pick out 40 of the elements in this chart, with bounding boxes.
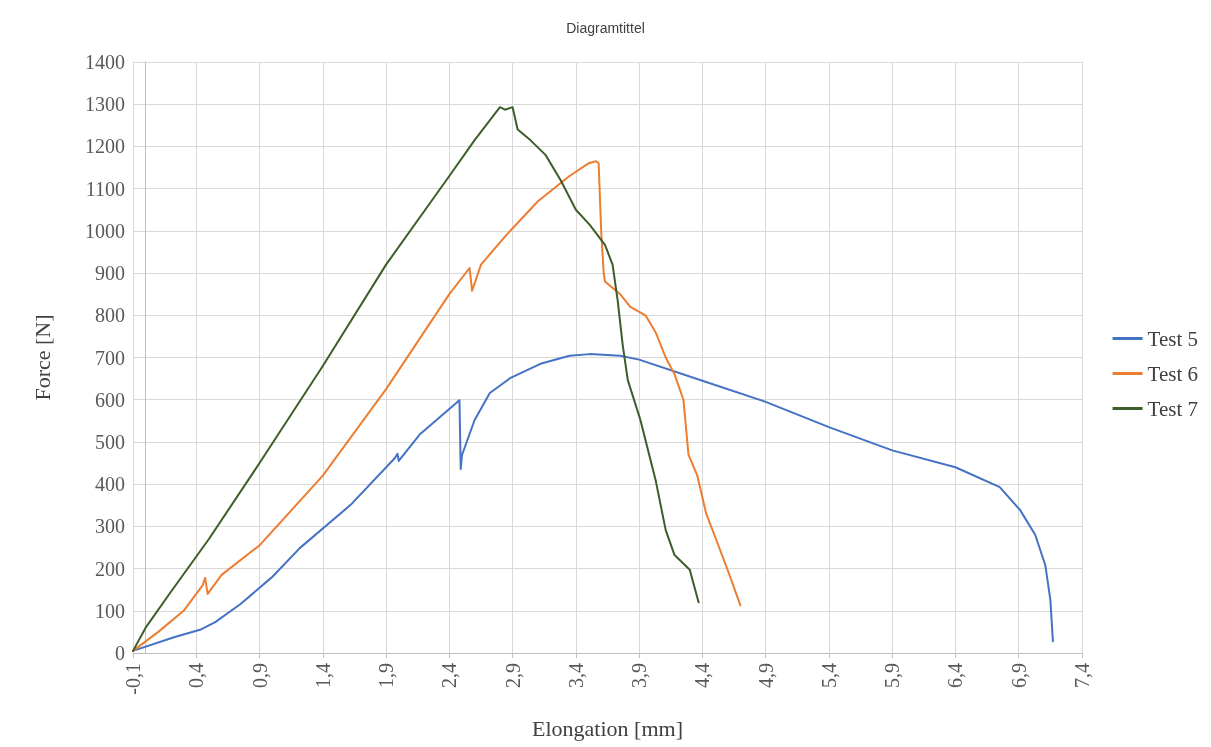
- x-tick-label: 4,4: [691, 663, 714, 688]
- y-tick-label: 1200: [85, 135, 125, 158]
- y-tick-label: 400: [95, 473, 125, 496]
- y-tick-label: 300: [95, 515, 125, 538]
- x-axis-title: Elongation [mm]: [532, 715, 683, 741]
- y-tick-label: 500: [95, 430, 125, 453]
- line-series: [132, 106, 700, 652]
- y-axis-title: Force [N]: [29, 314, 55, 401]
- x-tick-label: 6,9: [1007, 663, 1030, 688]
- x-tick-label: 1,4: [311, 663, 334, 688]
- y-tick-label: 700: [95, 346, 125, 369]
- y-tick-label: 1000: [85, 219, 125, 242]
- y-tick-label: 900: [95, 262, 125, 285]
- x-tick-label: 2,9: [501, 663, 524, 688]
- y-tick-label: 200: [95, 557, 125, 580]
- y-tick-label: 0: [115, 642, 125, 664]
- x-tick-label: 5,4: [817, 663, 840, 688]
- x-tick-label: 7,4: [1071, 663, 1093, 688]
- x-tick-label: 6,4: [944, 663, 967, 688]
- x-tick-label: 0,9: [248, 663, 271, 688]
- legend-label: Test 5: [1147, 326, 1199, 351]
- y-tick-label: 600: [95, 388, 125, 411]
- x-tick-label: 2,4: [438, 663, 461, 688]
- legend-label: Test 7: [1147, 396, 1199, 421]
- y-tick-label: 100: [95, 599, 125, 622]
- x-tick-label: 3,9: [628, 663, 651, 688]
- x-tick-label: 0,4: [185, 663, 208, 688]
- x-tick-label: 1,9: [375, 663, 398, 688]
- x-tick-label: 4,9: [754, 663, 777, 688]
- x-tick-label: 3,4: [564, 663, 587, 688]
- x-tick-label: -0,1: [122, 663, 144, 695]
- y-tick-label: 800: [95, 304, 125, 327]
- chart-title: Diagramtittel: [566, 20, 645, 36]
- x-tick-label: 5,9: [881, 663, 904, 688]
- line-series: [132, 160, 742, 652]
- y-tick-label: 1400: [85, 51, 125, 73]
- line-series: [132, 353, 1054, 652]
- y-tick-label: 1300: [85, 93, 125, 116]
- legend-label: Test 6: [1147, 361, 1199, 386]
- y-tick-label: 1100: [85, 177, 125, 200]
